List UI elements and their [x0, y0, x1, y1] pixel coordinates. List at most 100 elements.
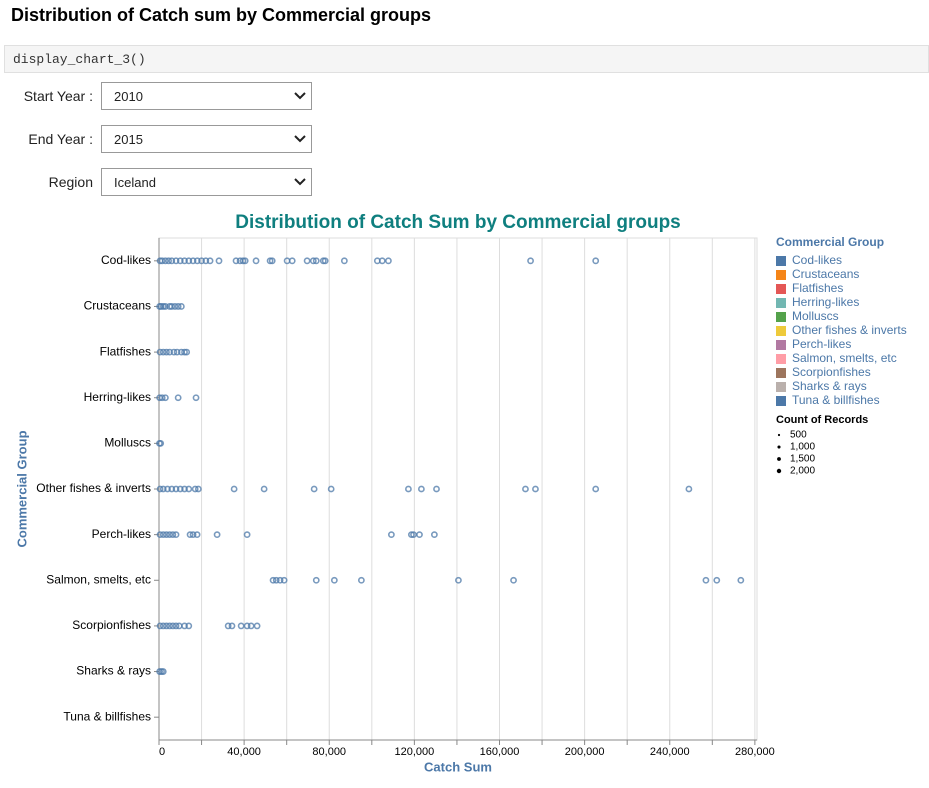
point — [230, 485, 238, 493]
y-tick-label: Scorpionfishes — [72, 618, 151, 632]
point — [243, 622, 251, 630]
point — [206, 257, 214, 265]
point — [272, 576, 280, 584]
point — [430, 531, 438, 539]
point — [164, 485, 171, 493]
point — [198, 257, 205, 265]
size-legend-dot — [777, 445, 781, 449]
plot-area — [158, 237, 758, 741]
chevron-icon — [294, 178, 306, 186]
chart-title: Distribution of Catch Sum by Commercial … — [235, 212, 681, 233]
size-legend-title: Count of Records — [776, 414, 868, 426]
dropdown[interactable]: Iceland — [101, 168, 312, 196]
point — [156, 531, 164, 539]
legend-swatch — [776, 354, 786, 364]
y-tick-label: Flatfishes — [100, 344, 151, 358]
point — [455, 576, 462, 584]
point — [189, 531, 197, 539]
point — [269, 576, 277, 584]
point — [168, 257, 176, 265]
legend-swatch — [776, 396, 786, 406]
point — [159, 531, 167, 539]
point — [433, 485, 440, 493]
point — [181, 485, 188, 493]
point — [312, 576, 320, 584]
point — [405, 485, 412, 493]
point — [172, 257, 180, 265]
point — [327, 485, 335, 493]
point — [158, 394, 166, 402]
point — [309, 257, 317, 265]
point — [243, 531, 251, 539]
y-tick-label: Tuna & billfishes — [63, 709, 151, 723]
code-cell[interactable]: display_chart_3() — [4, 45, 929, 73]
legend-title: Commercial Group — [776, 235, 884, 249]
point — [330, 576, 338, 584]
size-legend-label: 2,000 — [790, 466, 815, 477]
legend-label: Perch-likes — [792, 337, 851, 351]
legend-label: Salmon, smelts, etc — [792, 351, 897, 365]
point — [163, 531, 170, 539]
point — [510, 576, 517, 584]
point — [163, 622, 170, 630]
point — [166, 348, 174, 356]
point — [161, 257, 169, 265]
legend-swatch — [776, 368, 786, 378]
point — [532, 485, 539, 493]
point — [387, 531, 395, 539]
x-tick-label: 120,000 — [394, 746, 434, 758]
x-tick-label: 280,000 — [735, 746, 775, 758]
x-tick-label: 0 — [159, 746, 165, 758]
y-tick-label: Herring-likes — [84, 390, 151, 404]
dropdown-value: Iceland — [114, 175, 156, 190]
point — [224, 622, 232, 630]
point — [310, 485, 318, 493]
point — [170, 348, 178, 356]
point — [172, 485, 180, 493]
y-tick-label: Sharks & rays — [76, 664, 151, 678]
point — [176, 257, 184, 265]
point — [253, 622, 261, 630]
point — [702, 576, 710, 584]
point — [168, 303, 176, 310]
point — [173, 348, 181, 356]
x-tick-label: 160,000 — [480, 746, 520, 758]
point — [159, 348, 167, 356]
point — [213, 531, 221, 539]
point — [268, 257, 276, 265]
point — [169, 531, 177, 539]
point — [522, 485, 529, 493]
point — [378, 257, 386, 265]
dropdown[interactable]: 2010 — [101, 82, 312, 110]
point — [166, 531, 174, 539]
point — [592, 485, 600, 493]
point — [737, 576, 745, 584]
x-tick-label: 40,000 — [227, 746, 261, 758]
chevron — [294, 92, 306, 100]
point — [185, 485, 193, 493]
control-label: Region — [48, 174, 93, 190]
x-tick-label: 200,000 — [565, 746, 605, 758]
dropdown[interactable]: 2015 — [101, 125, 312, 153]
point — [181, 257, 188, 265]
dropdown-value: 2010 — [114, 89, 143, 104]
point — [156, 348, 164, 356]
page-title: Distribution of Catch sum by Commercial … — [11, 5, 432, 25]
point — [340, 257, 348, 265]
point — [192, 394, 200, 402]
point — [276, 576, 284, 584]
point — [303, 257, 311, 265]
legend-label: Sharks & rays — [792, 379, 867, 393]
point — [174, 394, 182, 402]
point — [241, 257, 249, 265]
point — [172, 622, 180, 630]
dropdown-value: 2015 — [114, 132, 143, 147]
point — [163, 348, 170, 356]
point — [237, 622, 245, 630]
point — [157, 439, 165, 447]
legend-label: Cod-likes — [792, 253, 842, 267]
point — [312, 257, 320, 265]
point — [193, 257, 201, 265]
legend-label: Herring-likes — [792, 295, 859, 309]
